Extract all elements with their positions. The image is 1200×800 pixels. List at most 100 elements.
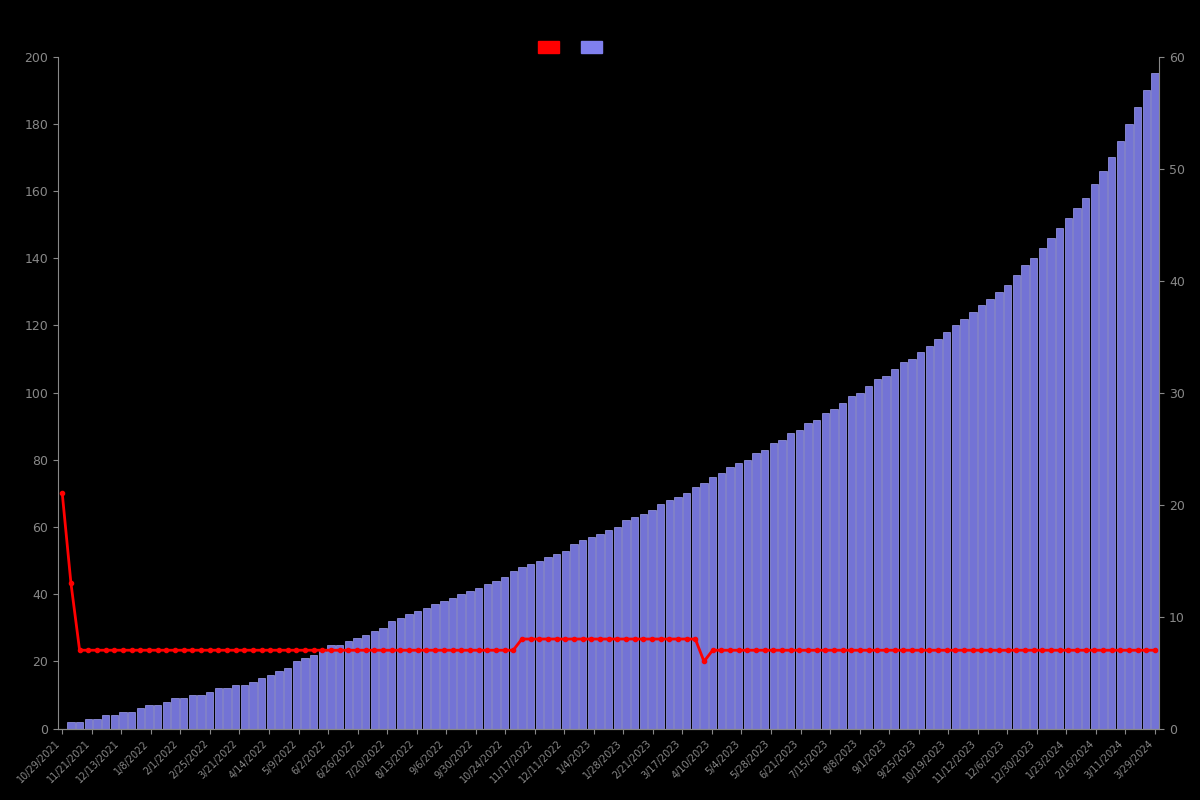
Bar [701, 483, 708, 729]
Bar [588, 537, 595, 729]
Bar [119, 712, 127, 729]
Bar [457, 594, 464, 729]
Bar [822, 413, 829, 729]
Bar [215, 688, 222, 729]
Bar [779, 440, 786, 729]
Bar [510, 570, 517, 729]
Bar [683, 494, 690, 729]
Bar [1021, 265, 1028, 729]
Bar [892, 369, 899, 729]
Bar [266, 675, 274, 729]
Bar [1073, 208, 1080, 729]
Bar [1048, 238, 1055, 729]
Bar [952, 326, 959, 729]
Bar [1116, 141, 1124, 729]
Bar [718, 474, 725, 729]
Bar [180, 698, 187, 729]
Bar [406, 614, 413, 729]
Bar [814, 419, 821, 729]
Bar [241, 685, 248, 729]
Bar [734, 463, 743, 729]
Bar [1108, 158, 1115, 729]
Bar [362, 634, 370, 729]
Bar [466, 591, 474, 729]
Bar [163, 702, 170, 729]
Bar [76, 722, 83, 729]
Bar [978, 306, 985, 729]
Bar [656, 503, 665, 729]
Bar [94, 718, 101, 729]
Bar [1126, 124, 1133, 729]
Bar [830, 410, 838, 729]
Bar [874, 379, 881, 729]
Bar [102, 715, 109, 729]
Bar [500, 578, 509, 729]
Bar [648, 510, 655, 729]
Bar [545, 558, 552, 729]
Bar [726, 466, 733, 729]
Bar [67, 722, 74, 729]
Bar [432, 604, 439, 729]
Bar [379, 628, 386, 729]
Bar [787, 433, 794, 729]
Bar [336, 645, 343, 729]
Bar [596, 534, 604, 729]
Bar [623, 520, 630, 729]
Bar [310, 654, 318, 729]
Bar [301, 658, 308, 729]
Legend: , : , [534, 37, 617, 59]
Bar [371, 631, 378, 729]
Bar [1064, 218, 1072, 729]
Bar [1038, 248, 1046, 729]
Bar [562, 550, 569, 729]
Bar [206, 692, 214, 729]
Bar [925, 346, 934, 729]
Bar [613, 527, 620, 729]
Bar [744, 460, 751, 729]
Bar [804, 423, 811, 729]
Bar [1142, 90, 1150, 729]
Bar [1091, 184, 1098, 729]
Bar [328, 645, 335, 729]
Bar [154, 705, 161, 729]
Bar [769, 443, 778, 729]
Bar [492, 581, 499, 729]
Bar [640, 514, 647, 729]
Bar [1082, 198, 1090, 729]
Bar [1099, 171, 1106, 729]
Bar [197, 695, 205, 729]
Bar [188, 695, 196, 729]
Bar [414, 611, 421, 729]
Bar [388, 621, 396, 729]
Bar [518, 567, 526, 729]
Bar [137, 709, 144, 729]
Bar [397, 618, 404, 729]
Bar [527, 564, 534, 729]
Bar [900, 362, 907, 729]
Bar [258, 678, 265, 729]
Bar [578, 541, 587, 729]
Bar [1030, 258, 1037, 729]
Bar [145, 705, 152, 729]
Bar [1013, 275, 1020, 729]
Bar [284, 668, 292, 729]
Bar [674, 497, 682, 729]
Bar [986, 298, 994, 729]
Bar [110, 715, 118, 729]
Bar [995, 292, 1002, 729]
Bar [553, 554, 560, 729]
Bar [847, 396, 856, 729]
Bar [275, 671, 283, 729]
Bar [484, 584, 491, 729]
Bar [440, 601, 448, 729]
Bar [631, 517, 638, 729]
Bar [172, 698, 179, 729]
Bar [223, 688, 230, 729]
Bar [1134, 107, 1141, 729]
Bar [882, 376, 889, 729]
Bar [344, 642, 352, 729]
Bar [917, 352, 924, 729]
Bar [1151, 74, 1159, 729]
Bar [935, 339, 942, 729]
Bar [354, 638, 361, 729]
